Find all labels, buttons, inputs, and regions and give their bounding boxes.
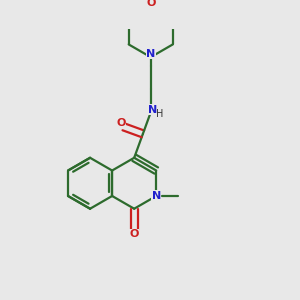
Text: O: O <box>116 118 125 128</box>
Text: H: H <box>156 109 164 119</box>
Text: N: N <box>148 105 157 115</box>
Text: O: O <box>146 0 155 8</box>
Text: O: O <box>130 229 139 239</box>
Text: N: N <box>152 191 161 201</box>
Text: N: N <box>146 49 155 59</box>
